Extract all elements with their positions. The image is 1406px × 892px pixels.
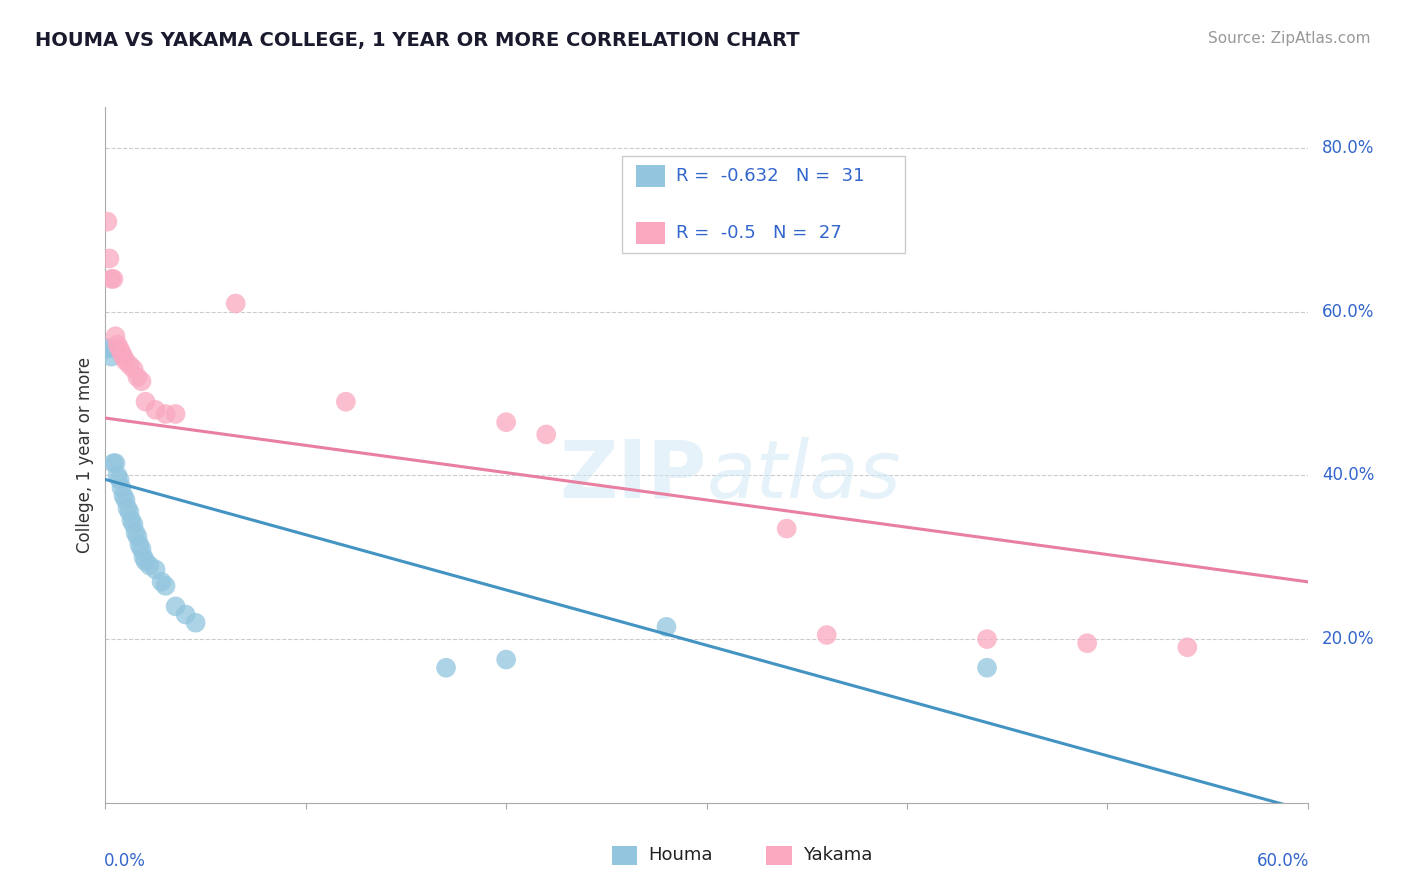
Text: Source: ZipAtlas.com: Source: ZipAtlas.com	[1208, 31, 1371, 46]
Point	[132, 550, 155, 565]
Point	[135, 554, 157, 568]
Point	[1076, 636, 1098, 650]
Point	[1175, 640, 1198, 655]
Point	[108, 473, 131, 487]
Point	[121, 513, 143, 527]
Point	[103, 272, 125, 286]
Point	[117, 501, 139, 516]
Point	[135, 394, 157, 409]
Point	[103, 456, 125, 470]
Point	[138, 558, 160, 573]
Y-axis label: College, 1 year or more: College, 1 year or more	[76, 357, 94, 553]
Point	[96, 342, 118, 356]
Point	[122, 362, 145, 376]
Point	[145, 403, 167, 417]
Text: 60.0%: 60.0%	[1257, 852, 1309, 870]
Text: R =  -0.632   N =  31: R = -0.632 N = 31	[676, 167, 865, 185]
Point	[107, 337, 129, 351]
Point	[104, 329, 127, 343]
Point	[815, 628, 838, 642]
Point	[131, 374, 153, 388]
Point	[96, 214, 118, 228]
Point	[534, 427, 557, 442]
Text: 20.0%: 20.0%	[1322, 630, 1375, 648]
Text: 0.0%: 0.0%	[104, 852, 146, 870]
Point	[127, 530, 149, 544]
Point	[108, 342, 131, 356]
Text: HOUMA VS YAKAMA COLLEGE, 1 YEAR OR MORE CORRELATION CHART: HOUMA VS YAKAMA COLLEGE, 1 YEAR OR MORE …	[35, 31, 800, 50]
Point	[114, 353, 136, 368]
Text: 80.0%: 80.0%	[1322, 139, 1375, 157]
Point	[107, 468, 129, 483]
Point	[165, 599, 187, 614]
Point	[434, 661, 457, 675]
Point	[110, 481, 132, 495]
Point	[124, 525, 146, 540]
Point	[145, 562, 167, 576]
Point	[976, 661, 998, 675]
Point	[128, 538, 150, 552]
Text: Yakama: Yakama	[803, 847, 872, 864]
Point	[122, 517, 145, 532]
Point	[118, 358, 141, 372]
Text: atlas: atlas	[707, 437, 901, 515]
Text: ZIP: ZIP	[560, 437, 707, 515]
Point	[118, 505, 141, 519]
Text: 40.0%: 40.0%	[1322, 467, 1375, 484]
Point	[104, 456, 127, 470]
Point	[655, 620, 678, 634]
Point	[100, 272, 122, 286]
Point	[155, 579, 177, 593]
Point	[98, 252, 121, 266]
Point	[165, 407, 187, 421]
Point	[776, 522, 799, 536]
Point	[976, 632, 998, 646]
Text: Houma: Houma	[648, 847, 713, 864]
Text: 60.0%: 60.0%	[1322, 302, 1375, 321]
Point	[112, 350, 135, 364]
Point	[495, 652, 517, 666]
Point	[131, 542, 153, 557]
Point	[112, 489, 135, 503]
Point	[98, 342, 121, 356]
Point	[114, 492, 136, 507]
Point	[184, 615, 207, 630]
Point	[155, 407, 177, 421]
Point	[127, 370, 149, 384]
Point	[495, 415, 517, 429]
Text: R =  -0.5   N =  27: R = -0.5 N = 27	[676, 224, 842, 242]
Point	[150, 574, 173, 589]
Point	[110, 345, 132, 359]
Point	[174, 607, 197, 622]
Point	[100, 350, 122, 364]
Point	[335, 394, 357, 409]
Point	[225, 296, 247, 310]
